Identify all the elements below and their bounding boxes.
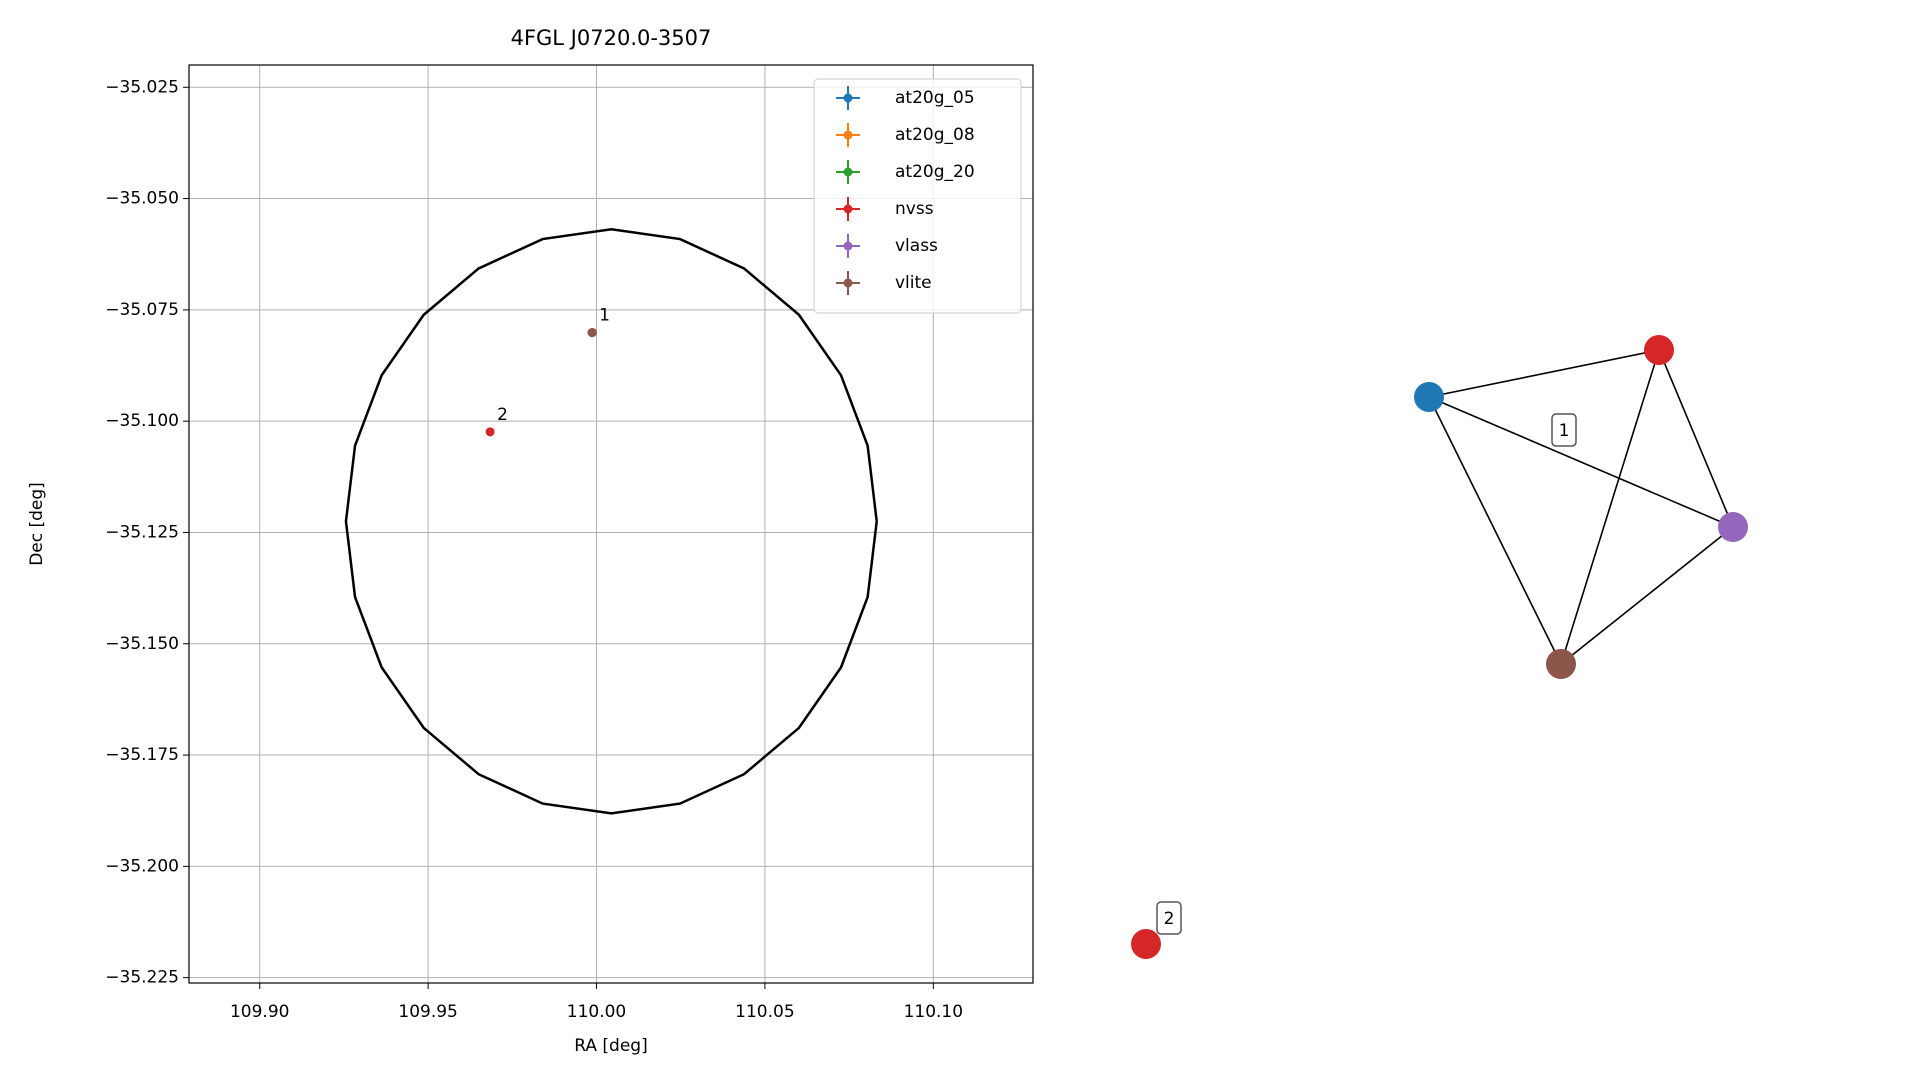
data-point — [485, 427, 495, 437]
legend-marker — [843, 204, 853, 214]
x-tick-label: 109.95 — [398, 1002, 457, 1022]
y-tick-label: −35.100 — [105, 411, 179, 431]
x-axis-label: RA [deg] — [574, 1036, 647, 1056]
chart-title: 4FGL J0720.0-3507 — [511, 26, 712, 50]
legend-marker — [843, 241, 853, 251]
legend-box — [813, 78, 1022, 314]
legend-label: at20g_08 — [895, 125, 975, 145]
graph-node — [1718, 512, 1748, 542]
data-point — [587, 328, 597, 338]
group-label: 1 — [1559, 421, 1570, 441]
graph-node — [1546, 649, 1576, 679]
graph-node — [1644, 335, 1674, 365]
y-tick-label: −35.150 — [105, 634, 179, 654]
y-tick-label: −35.050 — [105, 189, 179, 209]
legend-label: at20g_20 — [895, 162, 975, 182]
x-tick-label: 110.00 — [567, 1002, 626, 1022]
graph-edge — [1560, 526, 1734, 665]
legend-marker — [843, 130, 853, 140]
plot-frame — [188, 64, 1034, 984]
legend-label: nvss — [895, 199, 934, 219]
graph-edge — [1428, 396, 1734, 528]
y-tick-label: −35.025 — [105, 77, 179, 97]
y-tick-label: −35.225 — [105, 968, 179, 988]
legend-label: vlite — [895, 273, 932, 293]
graph-edge — [1428, 349, 1660, 398]
graph-node — [1414, 382, 1444, 412]
y-tick-label: −35.125 — [105, 522, 179, 542]
x-tick-label: 109.90 — [230, 1002, 289, 1022]
legend-marker — [843, 93, 853, 103]
y-axis-label: Dec [deg] — [27, 482, 47, 566]
y-tick-label: −35.200 — [105, 856, 179, 876]
y-tick-label: −35.075 — [105, 300, 179, 320]
group-label-box — [1551, 413, 1577, 447]
y-tick-label: −35.175 — [105, 745, 179, 765]
graph-edge — [1428, 396, 1562, 665]
graph-node — [1131, 929, 1161, 959]
x-tick-label: 110.05 — [735, 1002, 794, 1022]
legend-marker — [843, 167, 853, 177]
graph-edge — [1560, 349, 1660, 665]
legend-label: at20g_05 — [895, 88, 975, 108]
graph-edge — [1658, 349, 1734, 528]
legend-marker — [843, 278, 853, 288]
point-label: 2 — [497, 405, 508, 425]
x-tick-label: 110.10 — [904, 1002, 963, 1022]
group-label: 2 — [1164, 909, 1175, 929]
error-ellipse — [344, 228, 878, 815]
point-label: 1 — [599, 306, 610, 326]
legend-label: vlass — [895, 236, 938, 256]
group-label-box — [1156, 901, 1182, 935]
